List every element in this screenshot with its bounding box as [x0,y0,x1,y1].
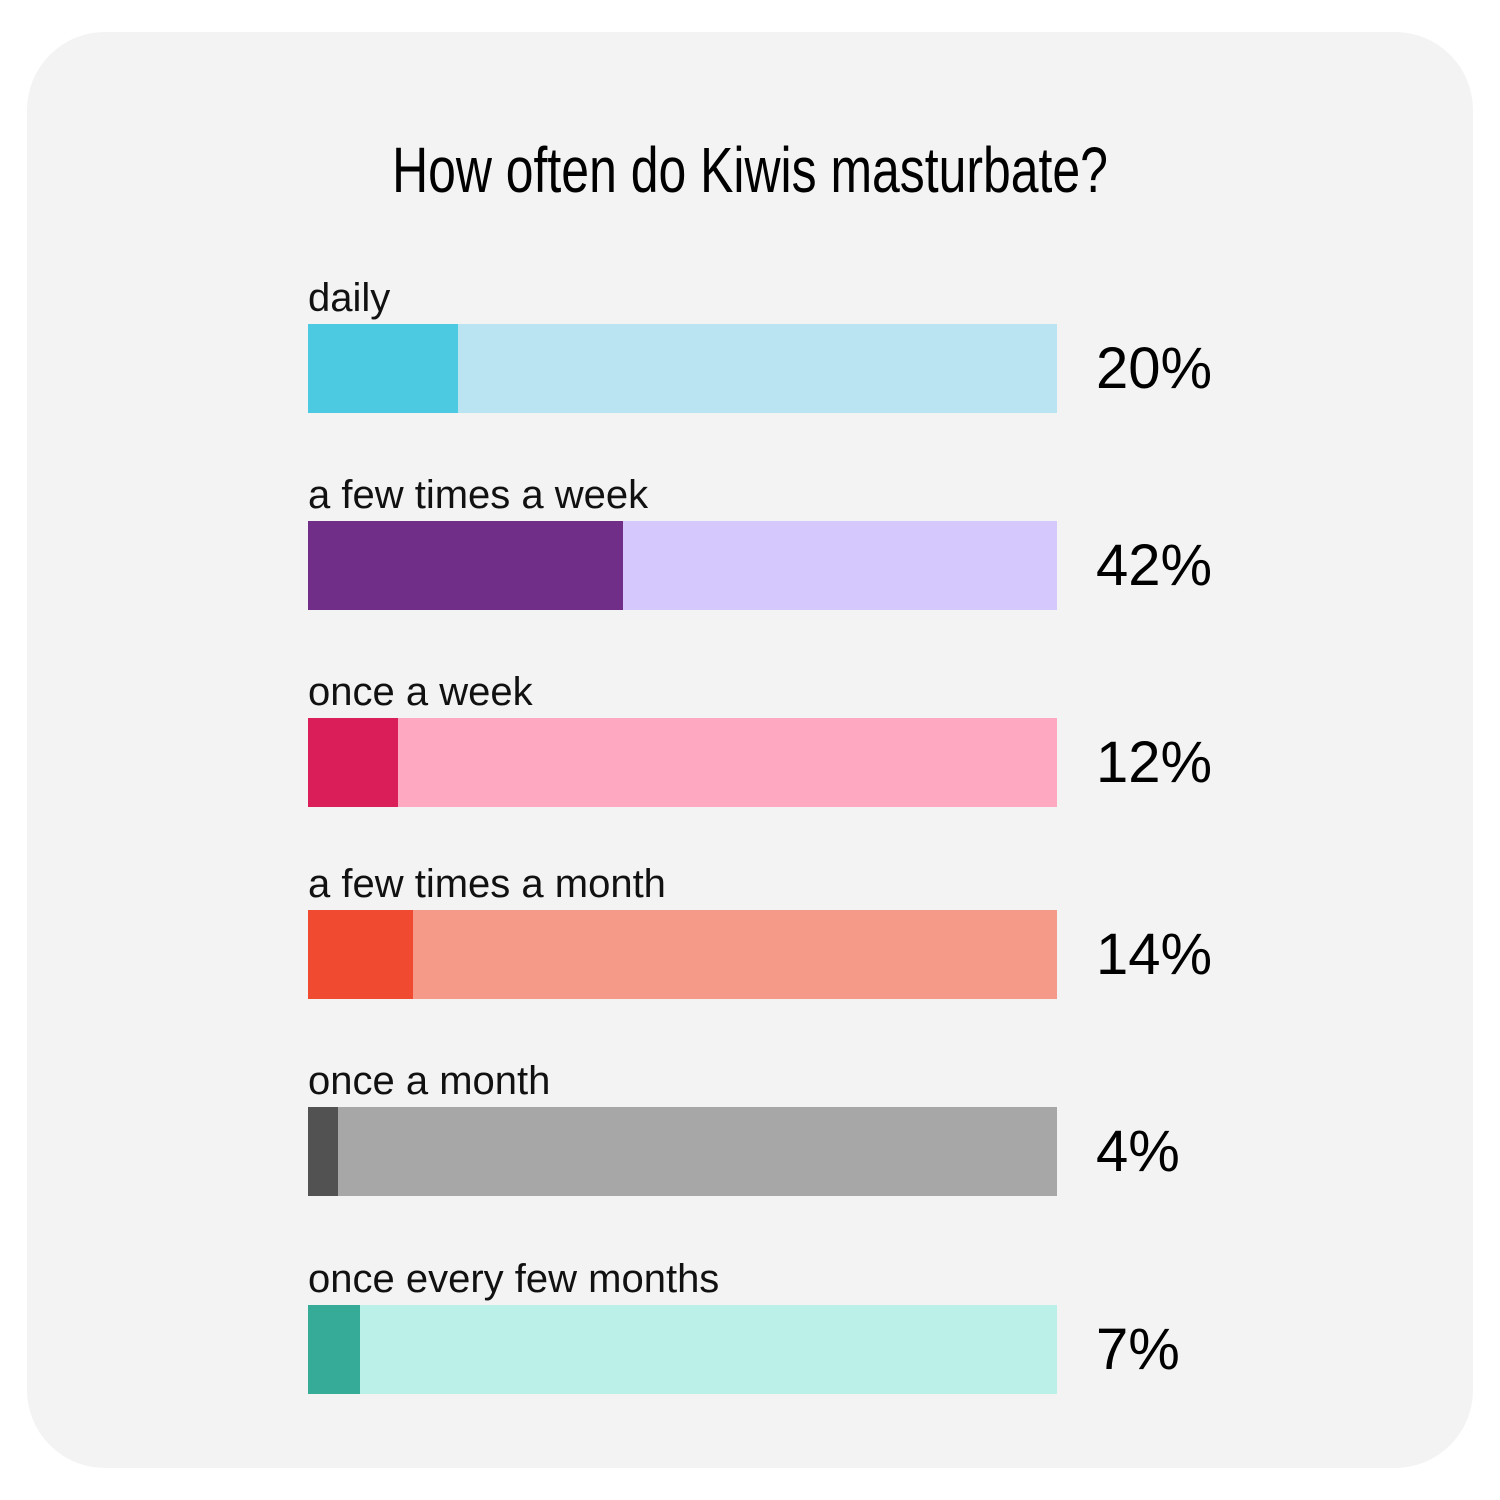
bar-fill [308,521,623,610]
bar-fill [308,1107,338,1196]
bar-track [308,324,1057,413]
value-label: 4% [1096,1119,1180,1184]
bar-track [308,1107,1057,1196]
value-label: 20% [1096,336,1213,401]
bar-fill [308,324,458,413]
value-label: 14% [1096,922,1213,987]
category-label: a few times a month [308,862,666,906]
bar-fill [308,718,398,807]
category-label: once a month [308,1059,551,1103]
category-label: once every few months [308,1257,720,1301]
category-label: daily [308,276,391,320]
value-label: 42% [1096,533,1213,598]
value-label: 7% [1096,1317,1180,1382]
bar-track [308,1305,1057,1394]
bar-track [308,521,1057,610]
value-label: 12% [1096,730,1213,795]
bar-track [308,718,1057,807]
chart-title: How often do Kiwis masturbate? [392,134,1108,206]
bar-fill [308,1305,360,1394]
category-label: once a week [308,670,533,714]
bar-fill [308,910,413,999]
category-label: a few times a week [308,473,649,517]
bar-track [308,910,1057,999]
